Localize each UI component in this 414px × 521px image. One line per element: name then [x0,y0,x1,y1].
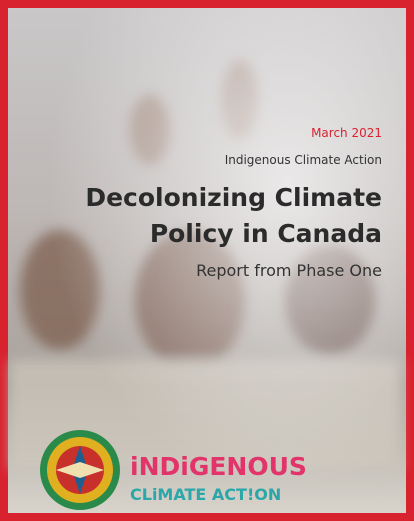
organization: Indigenous Climate Action [225,153,382,167]
title-line: Decolonizing Climate [85,183,382,212]
cover: March 2021 Indigenous Climate Action Dec… [0,0,414,521]
logo-line1: iNDiGENOUS [130,452,307,481]
title-line: Policy in Canada [150,219,382,248]
subtitle: Report from Phase One [196,261,382,280]
logo-line2: CLiMATE ACT!ON [130,485,281,504]
date: March 2021 [311,126,382,140]
logo-emblem [40,430,120,510]
